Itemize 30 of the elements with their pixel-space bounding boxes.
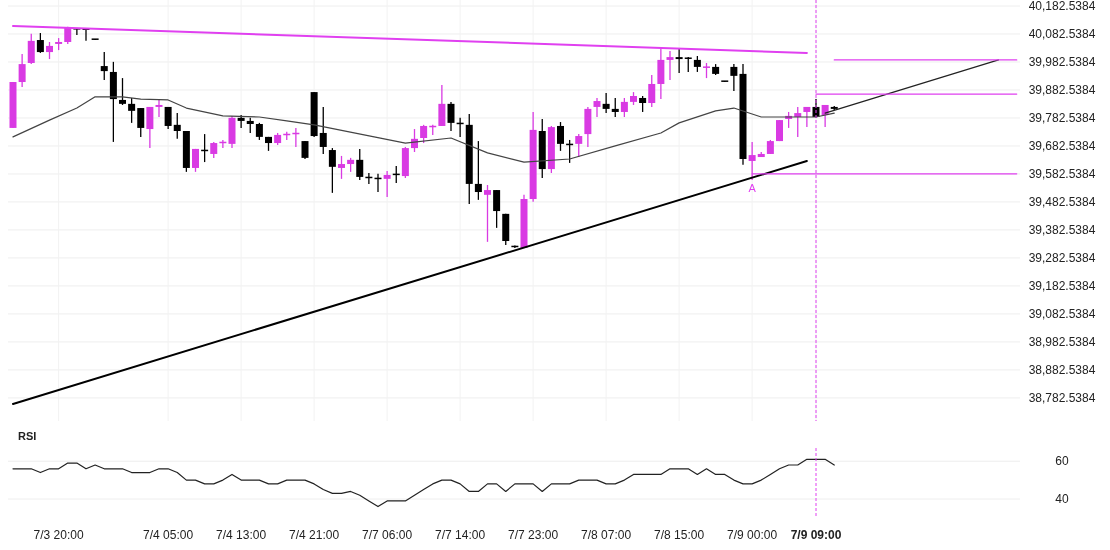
chart-title: RSI [18,430,37,442]
x-tick-label: 7/7 14:00 [435,528,486,542]
y-tick-label: 60 [1055,454,1069,469]
y-tick-label: 39,182.5384 [1028,278,1096,293]
y-tick-label: 39,882.5384 [1028,82,1096,97]
y-tick-label: 39,982.5384 [1028,54,1096,69]
x-tick-label: 7/4 05:00 [143,528,194,542]
x-tick-label: 7/7 23:00 [508,528,559,542]
y-tick-label: 39,682.5384 [1028,138,1096,153]
annotation: A [748,181,757,194]
x-tick-label: 7/4 13:00 [216,528,267,542]
y-tick-label: 40,082.5384 [1028,27,1096,41]
x-tick-label: 7/7 06:00 [362,528,413,542]
x-tick-label: 7/8 07:00 [581,528,632,542]
x-tick-label: 7/3 20:00 [33,528,84,542]
y-tick-label: 40 [1055,492,1069,506]
y-tick-label: 38,882.5384 [1028,362,1096,377]
y-tick-label: 39,282.5384 [1028,250,1096,265]
x-tick-label: 7/9 09:00 [790,528,842,542]
y-tick-label: 38,982.5384 [1028,334,1096,349]
x-tick-label: 7/4 21:00 [289,528,340,542]
y-tick-label: 39,082.5384 [1028,306,1096,321]
y-tick-label: 39,582.5384 [1028,166,1096,181]
x-tick-label: 7/9 00:00 [727,528,778,542]
y-tick-label: 40,182.5384 [1028,0,1096,14]
y-tick-label: 39,782.5384 [1028,110,1096,125]
x-tick-label: 7/8 15:00 [654,528,705,542]
y-tick-label: 39,382.5384 [1028,222,1096,237]
y-tick-label: 39,482.5384 [1028,194,1096,209]
y-tick-label: 38,782.5384 [1028,390,1096,405]
